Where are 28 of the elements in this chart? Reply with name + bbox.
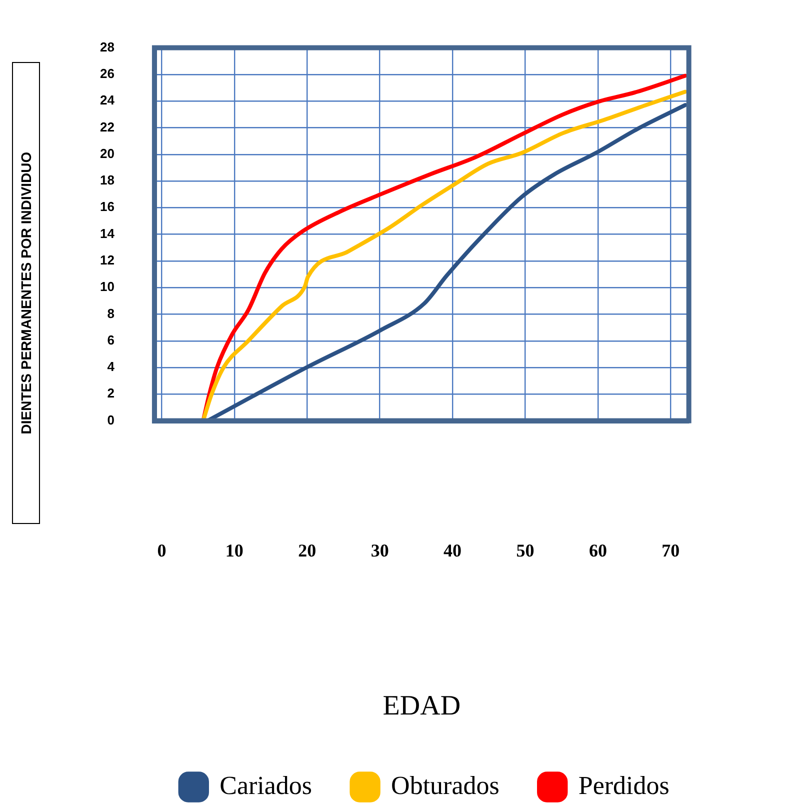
- y-tick-label: 4: [107, 359, 116, 374]
- y-tick-label: 22: [100, 119, 114, 134]
- y-tick-label: 28: [100, 39, 114, 54]
- y-tick-label: 14: [100, 226, 116, 241]
- x-tick-label: 50: [516, 540, 534, 560]
- y-tick-label: 2: [107, 386, 114, 401]
- y-tick-label: 8: [107, 306, 114, 321]
- y-tick-label: 20: [100, 146, 114, 161]
- y-tick-label: 0: [107, 412, 114, 428]
- y-tick-label: 24: [100, 92, 116, 108]
- legend-label: Cariados: [220, 770, 312, 800]
- x-tick-label: 70: [662, 540, 680, 560]
- y-axis-title: DIENTES PERMANENTES POR INDIVIDUO: [18, 152, 34, 434]
- x-tick-label: 30: [370, 540, 389, 560]
- legend-label: Obturados: [391, 770, 500, 800]
- y-tick-label: 12: [100, 252, 114, 268]
- y-tick-label: 10: [100, 279, 114, 294]
- y-tick-label: 26: [100, 66, 114, 82]
- x-tick-label: 10: [225, 540, 244, 560]
- x-axis-title: EDAD: [382, 690, 461, 722]
- x-tick-label: 0: [157, 540, 166, 560]
- y-tick-label: 6: [107, 332, 114, 348]
- y-tick-label: 16: [100, 199, 114, 214]
- legend-label: Perdidos: [578, 770, 670, 800]
- x-tick-label: 60: [588, 540, 607, 560]
- x-tick-label: 40: [444, 540, 462, 560]
- x-tick-label: 20: [298, 540, 316, 560]
- y-tick-label: 18: [100, 172, 114, 188]
